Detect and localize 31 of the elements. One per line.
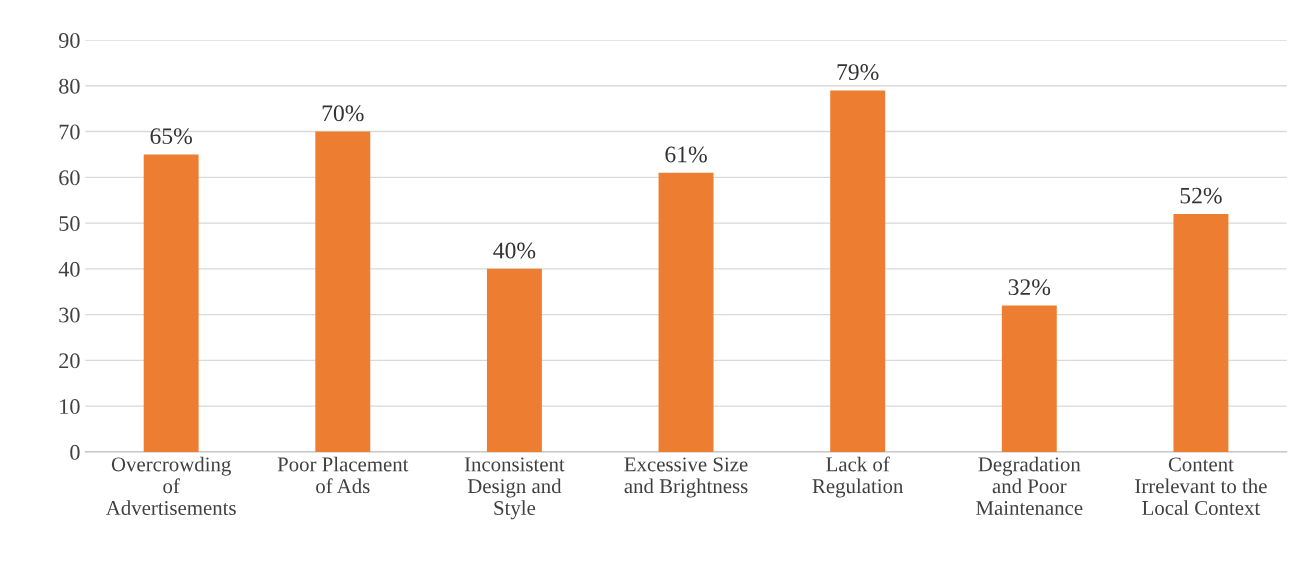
bar bbox=[1001, 305, 1057, 452]
bar bbox=[486, 268, 542, 452]
y-tick-label: 80 bbox=[59, 78, 80, 94]
bar bbox=[143, 154, 199, 452]
data-label: 79% bbox=[837, 64, 879, 81]
bar bbox=[658, 172, 714, 452]
bar bbox=[1173, 213, 1229, 452]
data-label: 32% bbox=[1008, 279, 1051, 296]
y-tick-label: 40 bbox=[58, 261, 80, 277]
y-tick-label: 50 bbox=[59, 216, 80, 232]
x-tick-label: Degradation and Poor Maintenance bbox=[976, 456, 1083, 516]
bar bbox=[830, 90, 886, 452]
data-label: 40% bbox=[493, 242, 536, 259]
data-label: 52% bbox=[1180, 187, 1222, 204]
x-tick-label: Excessive Size and Brightness bbox=[624, 457, 748, 498]
y-tick-label: 60 bbox=[59, 170, 80, 186]
x-tick-label: Content Irrelevant to the Local Context bbox=[1135, 457, 1267, 515]
x-tick-label: Lack of Regulation bbox=[812, 456, 904, 498]
data-label: 70% bbox=[322, 105, 364, 122]
y-tick-label: 20 bbox=[59, 353, 80, 369]
y-tick-label: 70 bbox=[59, 124, 80, 140]
y-tick-label: 30 bbox=[59, 307, 80, 323]
data-label: 61% bbox=[665, 146, 707, 163]
x-tick-label: Overcrowding of Advertisements bbox=[105, 456, 236, 516]
x-tick-label: Poor Placement of Ads bbox=[277, 456, 409, 494]
y-tick-label: 0 bbox=[70, 444, 80, 460]
x-tick-label: Inconsistent Design and Style bbox=[464, 457, 565, 520]
y-tick-label: 10 bbox=[60, 399, 80, 415]
y-tick-label: 90 bbox=[58, 32, 80, 48]
bar bbox=[315, 131, 371, 452]
data-label: 65% bbox=[150, 128, 192, 145]
